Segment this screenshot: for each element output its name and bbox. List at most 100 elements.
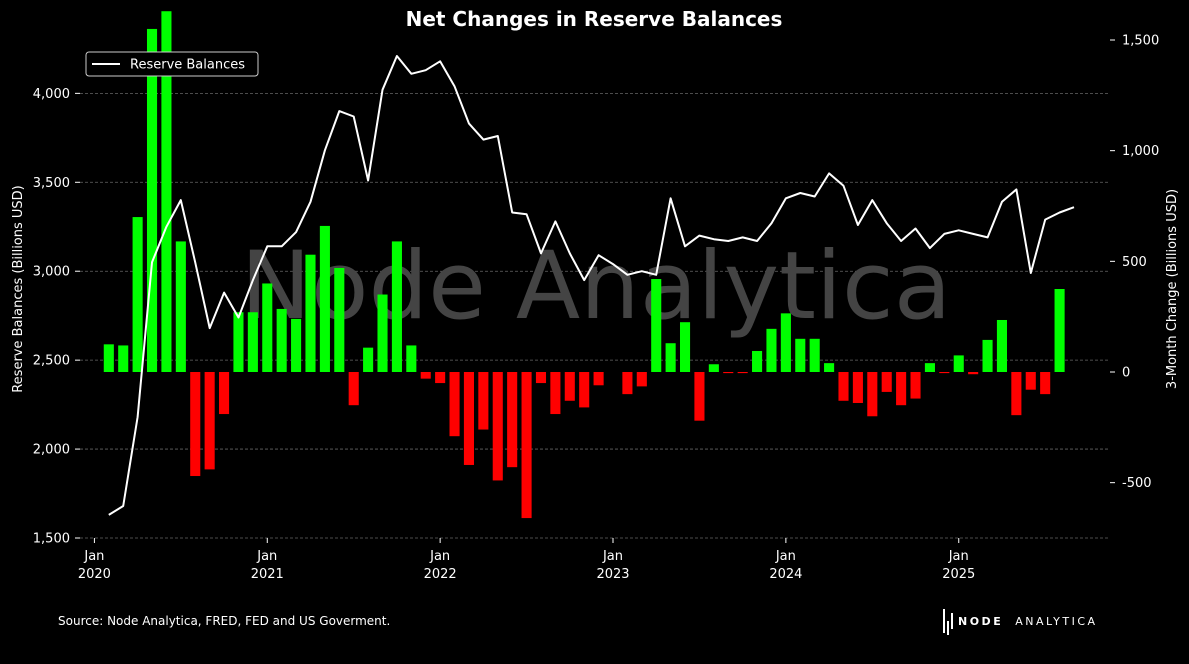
bar bbox=[752, 350, 763, 372]
bar bbox=[593, 372, 604, 386]
bar bbox=[334, 267, 345, 372]
brand-mark-icon bbox=[942, 607, 954, 635]
chart-title: Net Changes in Reserve Balances bbox=[406, 7, 783, 31]
bar bbox=[579, 372, 590, 408]
bar bbox=[391, 241, 402, 372]
bar bbox=[463, 372, 474, 465]
y-right-axis-label: 3-Month Change (Billions USD) bbox=[1165, 189, 1180, 389]
bar bbox=[550, 372, 561, 415]
y-left-tick-label: 3,500 bbox=[33, 176, 70, 191]
bar bbox=[824, 363, 835, 372]
bar bbox=[118, 345, 129, 372]
y-right-tick-label: 1,000 bbox=[1122, 144, 1159, 159]
bar bbox=[247, 312, 258, 372]
bar bbox=[867, 372, 878, 417]
x-tick-label: 2022 bbox=[424, 567, 457, 582]
bar bbox=[924, 363, 935, 372]
y-right-tick-label: 500 bbox=[1122, 255, 1147, 270]
bar bbox=[435, 372, 446, 384]
bar bbox=[175, 241, 186, 372]
bar bbox=[1040, 372, 1051, 395]
bar bbox=[449, 372, 460, 437]
bar bbox=[939, 372, 950, 374]
legend-label: Reserve Balances bbox=[130, 58, 245, 73]
y-left-tick-label: 3,000 bbox=[33, 265, 70, 280]
bar bbox=[507, 372, 518, 468]
bar bbox=[896, 372, 907, 406]
y-left-tick-label: 1,500 bbox=[33, 532, 70, 547]
brand-name-bold: NODE bbox=[958, 614, 1004, 628]
bar bbox=[795, 338, 806, 372]
bar bbox=[377, 294, 388, 372]
brand-logo: NODE ANALYTICA bbox=[942, 606, 1098, 636]
y-right-tick-label: -500 bbox=[1122, 476, 1152, 491]
y-left-tick-label: 2,500 bbox=[33, 354, 70, 369]
bar bbox=[852, 372, 863, 403]
y-left-axis-label: Reserve Balances (Billions USD) bbox=[11, 185, 26, 393]
bar bbox=[679, 322, 691, 372]
bar bbox=[492, 372, 503, 481]
watermark: Node Analytica bbox=[241, 232, 952, 341]
bar bbox=[1011, 372, 1022, 416]
bar bbox=[478, 372, 489, 430]
x-tick-label: Jan bbox=[429, 549, 450, 564]
bar bbox=[780, 313, 791, 372]
bar bbox=[694, 372, 705, 421]
bar bbox=[881, 372, 892, 392]
bar bbox=[968, 372, 979, 375]
legend-box bbox=[85, 51, 259, 77]
bar bbox=[103, 344, 114, 372]
chart: Net Changes in Reserve Balances 1,500 2,00… bbox=[11, 7, 1180, 582]
x-tick-label: Jan bbox=[775, 549, 796, 564]
y-left-tick-label: 2,000 bbox=[33, 443, 70, 458]
bar bbox=[766, 328, 777, 372]
bar bbox=[406, 345, 417, 372]
legend: Reserve Balances bbox=[85, 51, 259, 77]
bar bbox=[305, 254, 316, 372]
bar bbox=[219, 372, 230, 415]
bar bbox=[651, 279, 662, 372]
x-tick-label: 2024 bbox=[769, 567, 802, 582]
x-tick-label: 2021 bbox=[251, 567, 284, 582]
bar bbox=[564, 372, 575, 401]
bar bbox=[233, 312, 244, 372]
bar bbox=[636, 372, 647, 387]
bar bbox=[737, 372, 748, 374]
bar bbox=[146, 28, 158, 373]
bar bbox=[348, 372, 359, 406]
bar bbox=[809, 338, 820, 372]
bar bbox=[622, 372, 633, 395]
y-left-tick-label: 4,000 bbox=[33, 87, 70, 102]
bar bbox=[262, 283, 273, 372]
bar bbox=[276, 308, 287, 372]
brand-name-light: ANALYTICA bbox=[1015, 614, 1098, 628]
x-tick-label: Jan bbox=[256, 549, 277, 564]
bar bbox=[132, 217, 143, 372]
bar bbox=[982, 339, 993, 372]
x-tick-label: 2023 bbox=[596, 567, 629, 582]
bar bbox=[420, 372, 431, 379]
bar bbox=[996, 319, 1007, 372]
bar bbox=[838, 372, 849, 401]
source-note: Source: Node Analytica, FRED, FED and US… bbox=[58, 614, 391, 628]
y-right-tick-label: 0 bbox=[1122, 366, 1130, 381]
bar bbox=[953, 355, 964, 372]
y-right-tick-label: 1,500 bbox=[1122, 34, 1159, 49]
bar bbox=[910, 372, 921, 399]
bar bbox=[1054, 289, 1065, 372]
x-tick-label: Jan bbox=[948, 549, 969, 564]
bar bbox=[521, 372, 532, 519]
bar bbox=[1025, 372, 1036, 390]
x-tick-label: 2020 bbox=[78, 567, 111, 582]
reserve-balances-line bbox=[108, 55, 1075, 516]
x-tick-label: Jan bbox=[83, 549, 104, 564]
bar bbox=[665, 343, 676, 372]
bar bbox=[161, 11, 172, 373]
bar bbox=[708, 364, 719, 372]
bar bbox=[291, 318, 302, 372]
bar bbox=[190, 372, 201, 477]
brand-name: NODE ANALYTICA bbox=[958, 615, 1098, 628]
bar bbox=[723, 372, 734, 374]
bar bbox=[319, 225, 330, 372]
x-tick-label: Jan bbox=[602, 549, 623, 564]
